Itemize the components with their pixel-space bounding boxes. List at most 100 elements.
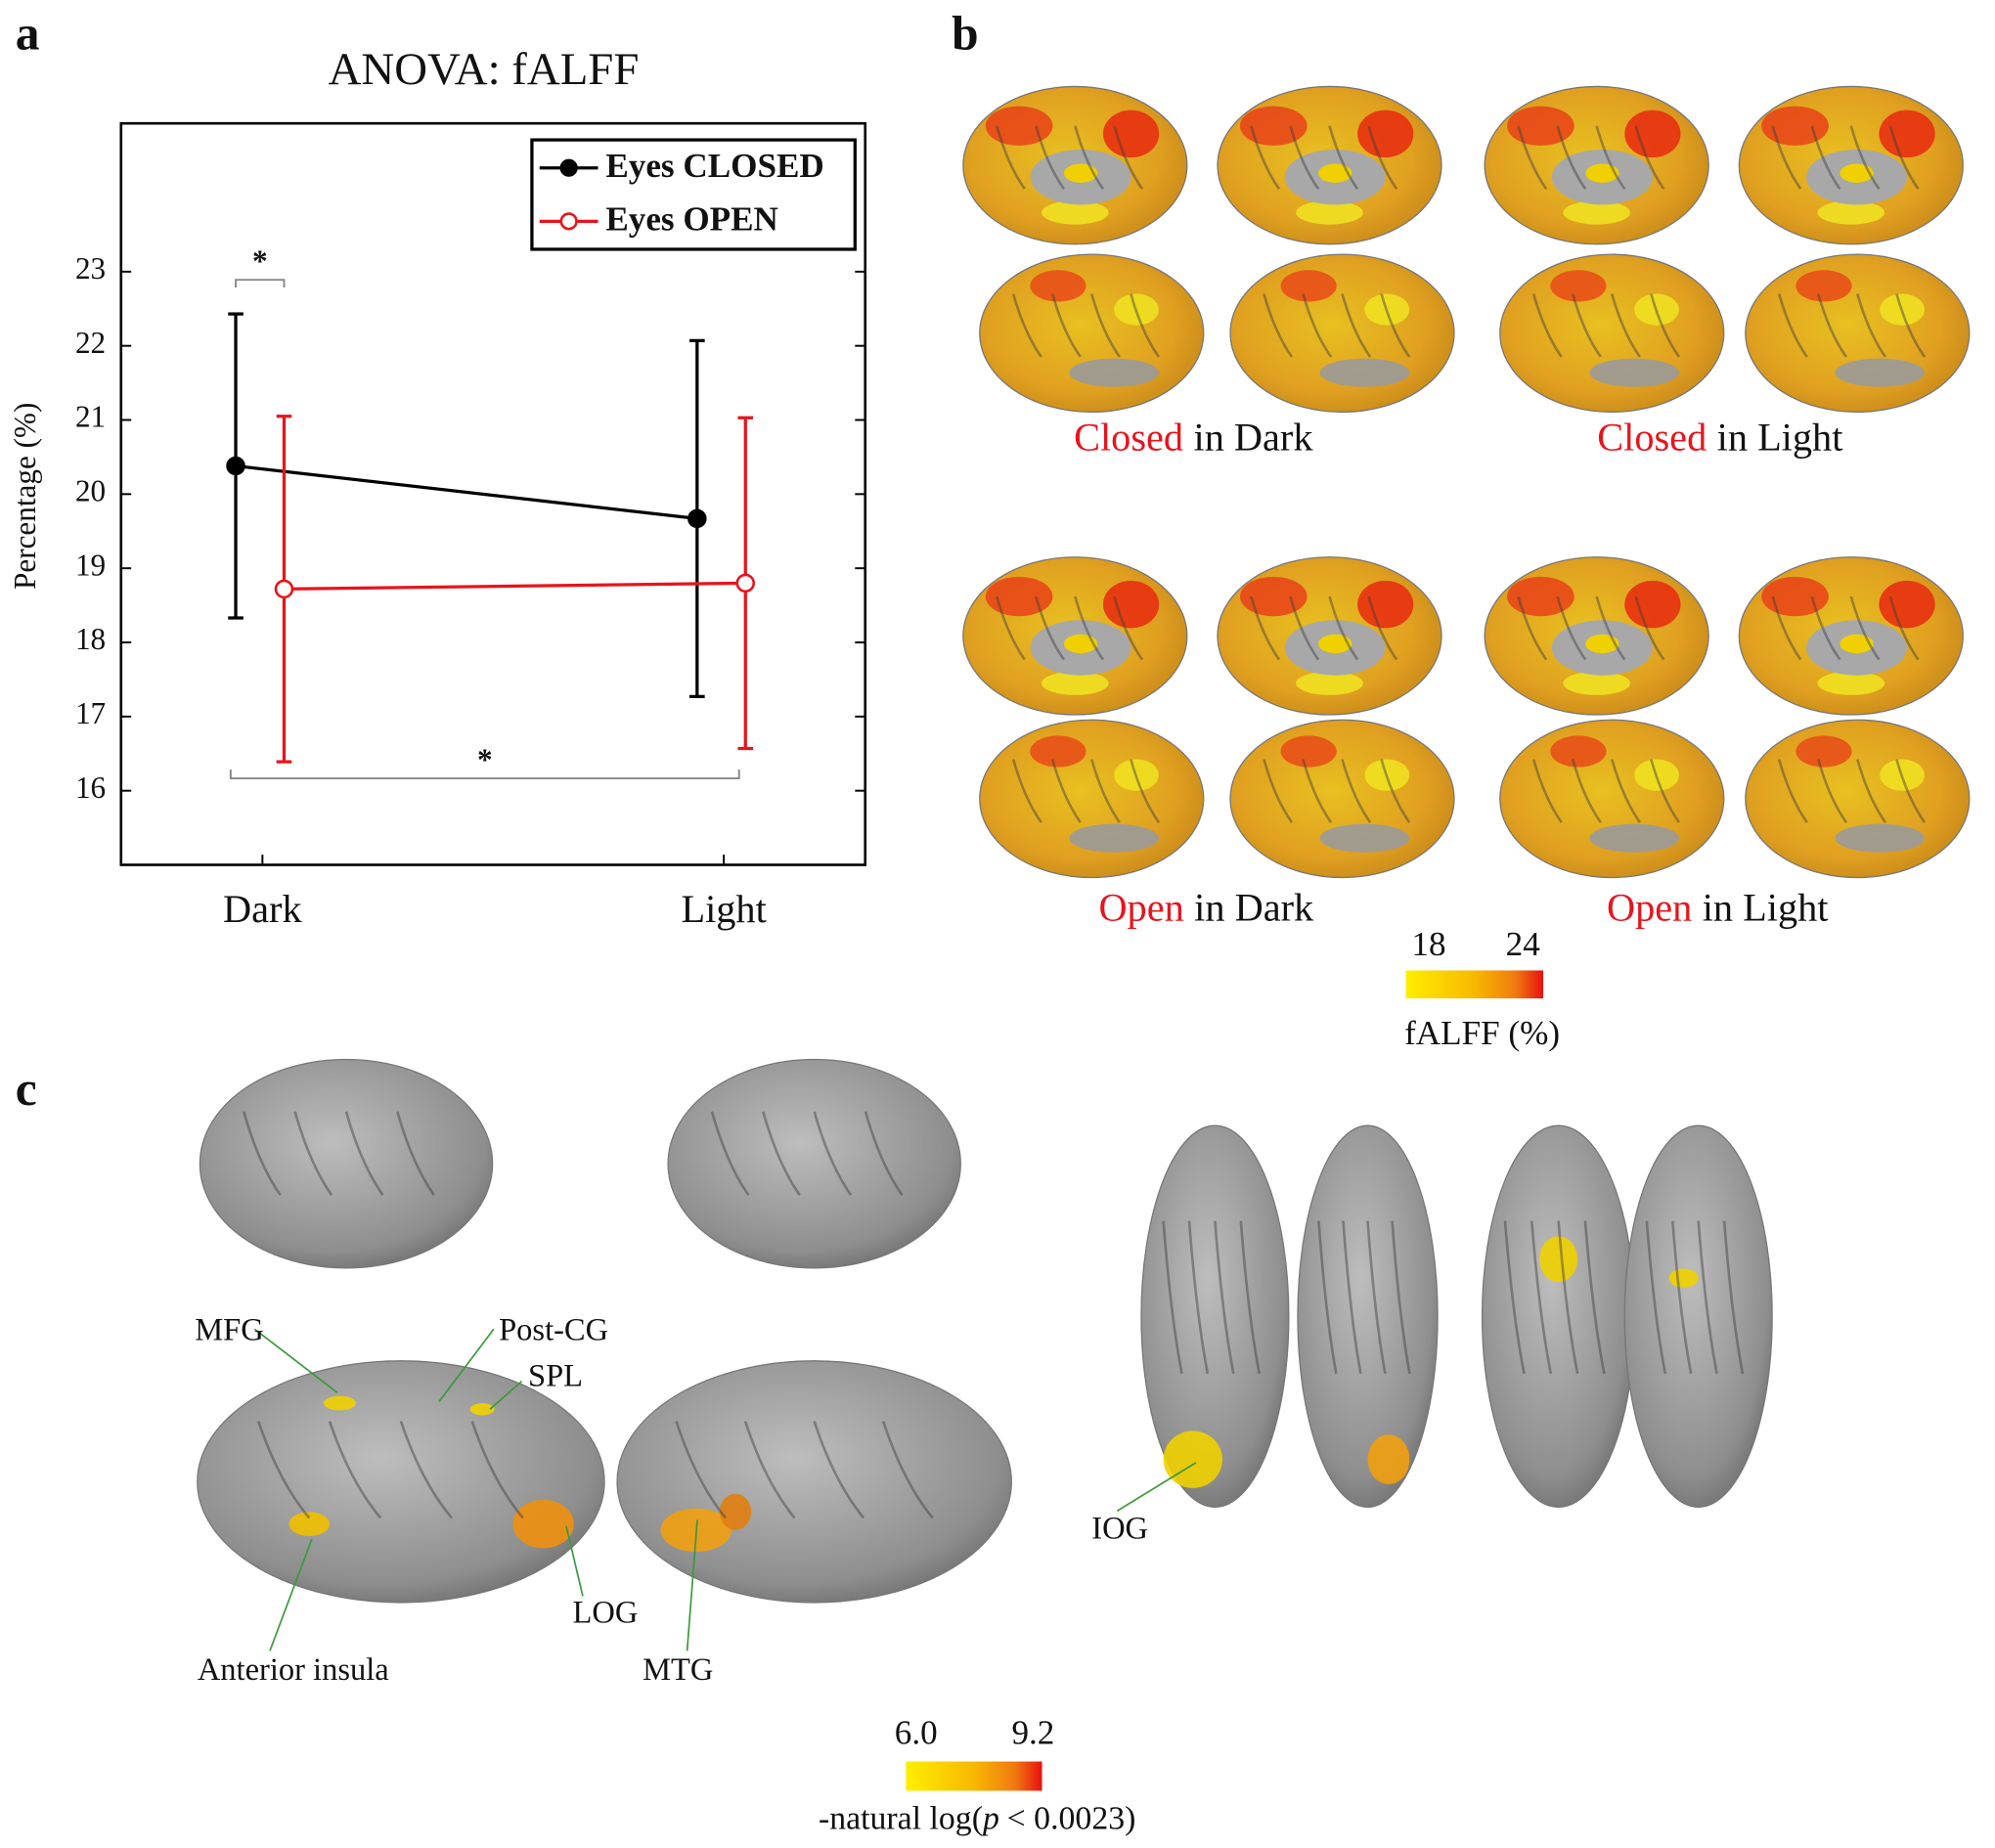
sulcus [1856,293,1886,358]
sulcus [1263,293,1294,358]
activation [1634,293,1679,326]
y-tick-label: 16 [75,770,106,805]
activation [1563,200,1630,225]
activation [1563,671,1630,695]
activation [1030,270,1086,302]
significance-bracket [229,769,740,780]
sulcus [1634,595,1665,661]
y-tick-label: 19 [75,548,106,582]
condition: Open [1098,886,1183,930]
sulcus [1503,1220,1526,1375]
sulcus [1187,1220,1210,1375]
activation [1550,735,1607,768]
sulcus [1595,595,1626,661]
data-point [687,508,707,529]
legend-marker [559,158,578,177]
sulcus [1317,1220,1338,1375]
brain [979,253,1205,414]
activation [1880,759,1925,791]
activation [1624,580,1681,629]
sulcus [1130,293,1160,358]
sulcus [1697,1220,1718,1375]
context: in Dark [1193,416,1313,460]
sulcus [1341,759,1372,823]
activation [1761,106,1829,146]
sulcus [328,1421,382,1519]
sulcus [1367,125,1398,191]
sulcus [1113,125,1144,191]
activation [323,1395,357,1411]
y-tick-label: 22 [75,326,106,360]
condition: Closed [1074,416,1183,460]
sulcus [1239,1220,1261,1375]
activation [1507,106,1574,146]
sulcus [293,1111,333,1196]
series-line [284,581,746,592]
significance-bracket [235,279,286,287]
activation [1761,576,1829,617]
activation [1668,1268,1699,1289]
activation [1550,270,1607,302]
y-tick-label: 23 [75,251,106,286]
map-caption: Open in Dark [1098,886,1314,930]
colorbar-high: 9.2 [1011,1714,1054,1752]
sulcus [1302,293,1333,358]
label-italic: p [981,1800,999,1836]
sulcus [1530,1220,1553,1375]
sulcus [1090,759,1121,823]
activation [1102,110,1160,158]
sulcus [710,1111,750,1196]
activation [1280,270,1337,302]
sulcus [1556,125,1587,191]
activation [1102,580,1160,629]
sulcus [1611,759,1641,823]
sulcus [882,1421,934,1519]
brain [1229,253,1455,414]
brain-core [1318,634,1352,654]
sulcus [1810,125,1841,191]
x-tick-label: Light [681,887,766,931]
sulcus [243,1111,282,1196]
activation [1796,270,1852,302]
activation [1114,293,1159,326]
legend-marker [559,212,578,231]
sulcus [1289,125,1320,191]
sulcus [1050,293,1082,358]
activation [1835,823,1925,853]
colorbar-label: fALFF (%) [1404,1014,1560,1052]
brain [1140,1124,1290,1509]
label-text: -natural log( [819,1800,983,1836]
sulcus [1810,595,1841,661]
y-tick-label: 20 [75,474,106,508]
map-caption: Closed in Dark [1074,416,1313,460]
sulcus [1250,595,1281,661]
data-point [226,456,245,476]
legend-box [530,138,857,251]
activation [1357,580,1414,629]
sulcus [1113,595,1144,661]
sulcus [470,1421,524,1519]
brain [1745,253,1971,414]
brain-core [1318,163,1352,183]
sulcus [1380,293,1411,358]
sulcus [1367,595,1398,661]
brain-images [197,85,1971,1604]
condition: Open [1607,886,1692,930]
sulcus [995,595,1026,661]
activation [288,1512,331,1536]
colorbar-low: 18 [1411,925,1445,963]
sulcus [1556,595,1587,661]
activation [512,1499,574,1549]
sulcus [1342,1220,1362,1375]
sulcus [1035,125,1065,191]
sulcus [762,1111,801,1196]
x-tick-label: Dark [223,887,302,931]
sulcus [1090,293,1121,358]
sulcus [1671,1220,1693,1375]
panel-label: b [952,6,978,60]
sulcus [813,1111,853,1196]
activation [1280,735,1337,768]
sulcus [1816,759,1847,823]
activation [1817,671,1885,695]
